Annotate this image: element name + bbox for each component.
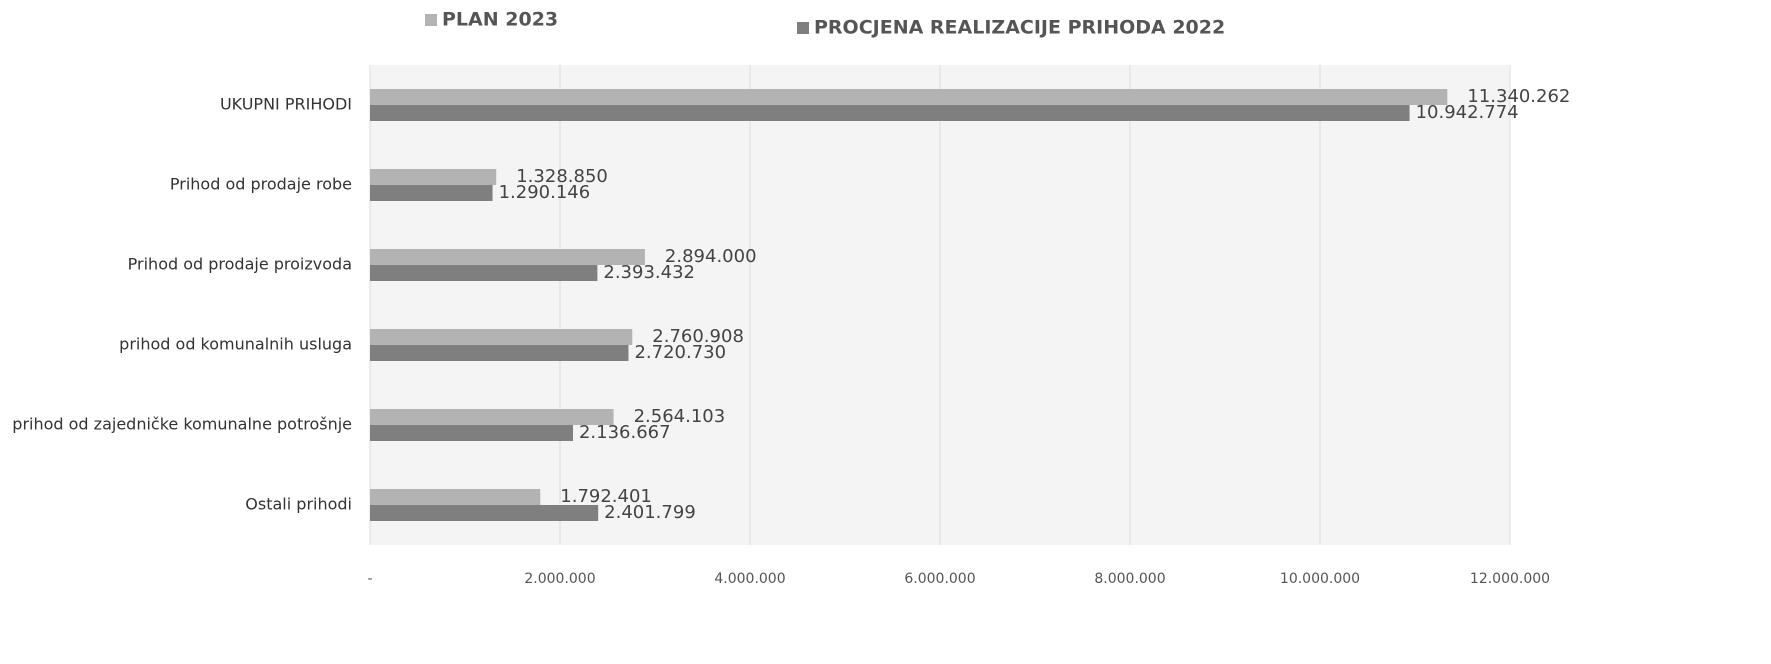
x-tick-label: 8.000.000 [1094, 571, 1165, 587]
x-tick-label: 2.000.000 [524, 571, 595, 587]
x-tick-label: - [367, 571, 372, 587]
bar [370, 105, 1410, 121]
value-label: 11.340.262 [1467, 86, 1570, 107]
y-tick-label: Prihod od prodaje proizvoda [128, 255, 352, 274]
bar [370, 249, 645, 265]
value-label: 2.760.908 [652, 326, 744, 347]
value-label: 2.720.730 [634, 342, 726, 363]
value-label: 10.942.774 [1416, 102, 1519, 123]
value-label: 1.328.850 [516, 166, 608, 187]
y-tick-label: Prihod od prodaje robe [170, 175, 352, 194]
y-tick-label: UKUPNI PRIHODI [220, 95, 352, 114]
bar [370, 89, 1448, 105]
bar [370, 329, 633, 345]
legend-label: PLAN 2023 [442, 9, 558, 31]
legend-swatch [797, 22, 809, 34]
bar [370, 425, 573, 441]
bar [370, 185, 493, 201]
value-label: 1.792.401 [560, 486, 652, 507]
bar [370, 489, 541, 505]
bar [370, 265, 598, 281]
x-tick-label: 10.000.000 [1280, 571, 1360, 587]
value-label: 2.136.667 [579, 422, 671, 443]
value-label: 2.894.000 [665, 246, 757, 267]
x-tick-label: 4.000.000 [714, 571, 785, 587]
bar [370, 345, 629, 361]
y-tick-label: prihod od zajedničke komunalne potrošnje [12, 415, 352, 434]
value-label: 2.564.103 [634, 406, 726, 427]
value-label: 2.401.799 [604, 502, 696, 523]
bar [370, 409, 614, 425]
x-tick-label: 6.000.000 [904, 571, 975, 587]
y-tick-label: prihod od komunalnih usluga [119, 335, 352, 354]
y-tick-label: Ostali prihodi [245, 495, 352, 514]
x-tick-label: 12.000.000 [1470, 571, 1550, 587]
legend-label: PROCJENA REALIZACIJE PRIHODA 2022 [814, 17, 1225, 39]
legend-swatch [425, 14, 437, 26]
value-label: 2.393.432 [603, 262, 695, 283]
bar [370, 505, 599, 521]
value-label: 1.290.146 [499, 182, 591, 203]
bar [370, 169, 497, 185]
